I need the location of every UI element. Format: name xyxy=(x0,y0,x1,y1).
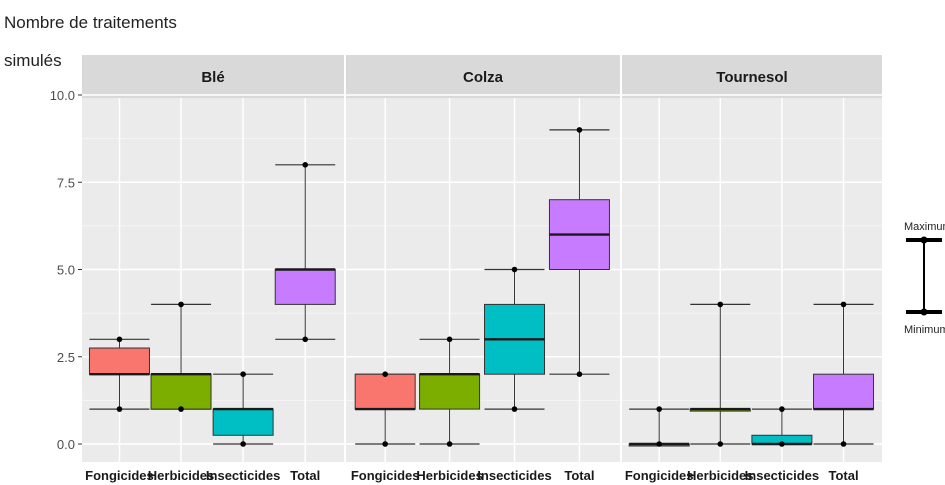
max-point xyxy=(779,406,785,412)
box-insecticides xyxy=(751,406,813,447)
box-herbicides xyxy=(419,336,481,447)
facet-strip xyxy=(82,55,344,98)
y-tick-label: 7.5 xyxy=(57,175,75,190)
min-point xyxy=(178,406,184,412)
box-herbicides xyxy=(689,301,751,447)
box-fongicides xyxy=(628,406,690,447)
box-total xyxy=(813,301,875,447)
x-tick-label: Total xyxy=(290,468,320,483)
x-tick-label: Insecticides xyxy=(206,468,280,483)
box-body xyxy=(150,373,212,410)
max-point xyxy=(302,162,309,168)
max-point xyxy=(576,127,583,133)
facet-label: Blé xyxy=(201,69,224,86)
range-legend: Maximum Minimum xyxy=(904,221,945,336)
max-point xyxy=(178,301,184,308)
box-body xyxy=(212,408,274,436)
y-tick-label: 5.0 xyxy=(57,263,75,278)
box-body xyxy=(274,269,336,305)
min-point xyxy=(717,441,724,447)
box-total xyxy=(548,127,610,378)
min-point xyxy=(840,441,847,447)
x-tick-label: Fongicides xyxy=(85,468,154,483)
max-point xyxy=(656,406,662,412)
x-tick-label: Fongicides xyxy=(351,468,420,483)
min-point xyxy=(656,441,662,447)
facet-label: Colza xyxy=(463,69,504,86)
max-point xyxy=(446,336,453,343)
x-tick-label: Insecticides xyxy=(745,468,819,483)
x-tick-label: Herbicides xyxy=(148,468,214,483)
y-tick-label: 10.0 xyxy=(50,88,75,103)
y-axis-title-line-1: Nombre de traitements xyxy=(4,13,177,32)
panel-tournesol: Tournesol FongicidesHerbicidesInsecticide… xyxy=(622,55,882,483)
max-point xyxy=(511,266,518,273)
max-point xyxy=(382,371,388,378)
x-tick-label: Herbicides xyxy=(687,468,753,483)
max-point xyxy=(116,336,123,343)
box-body xyxy=(88,347,150,375)
x-tick-label: Total xyxy=(564,468,594,483)
max-point xyxy=(717,301,724,308)
facet-strip xyxy=(622,55,882,98)
min-point xyxy=(116,406,123,412)
max-point xyxy=(840,301,847,308)
max-point xyxy=(240,371,246,378)
facet-label: Tournesol xyxy=(716,69,787,86)
box-body xyxy=(419,373,481,410)
y-tick-label: 2.5 xyxy=(57,350,75,365)
x-tick-label: Insecticides xyxy=(477,468,551,483)
legend-point-min xyxy=(920,308,928,316)
facet-strip xyxy=(346,55,620,98)
x-tick-label: Total xyxy=(828,468,858,483)
box-fongicides xyxy=(354,371,416,447)
min-point xyxy=(446,441,453,447)
min-point xyxy=(779,441,785,447)
min-point xyxy=(302,336,309,343)
min-point xyxy=(511,406,518,412)
box-insecticides xyxy=(484,266,546,412)
y-axis-title-line-2: simulés xyxy=(4,51,62,70)
x-tick-label: Herbicides xyxy=(416,468,482,483)
box-insecticides xyxy=(212,371,274,447)
box-total xyxy=(274,162,336,343)
legend-point-max xyxy=(920,236,928,244)
legend-max-label: Maximum xyxy=(904,221,945,233)
y-axis-title: Nombre de traitements simulés xyxy=(4,13,177,70)
legend-min-label: Minimum xyxy=(904,324,945,336)
min-point xyxy=(576,371,583,378)
x-tick-label: Fongicides xyxy=(625,468,694,483)
box-body xyxy=(813,373,875,410)
min-point xyxy=(240,441,246,447)
y-axis: 0.0 2.5 5.0 7.5 10.0 xyxy=(50,88,82,452)
y-tick-label: 0.0 xyxy=(57,437,75,452)
min-point xyxy=(382,441,388,447)
box-fongicides xyxy=(88,336,150,412)
box-herbicides xyxy=(150,301,212,412)
box-body xyxy=(354,373,416,410)
